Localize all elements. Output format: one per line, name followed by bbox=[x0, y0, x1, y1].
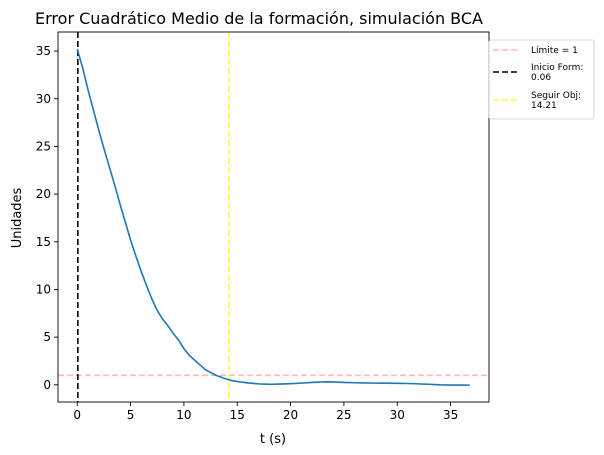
legend-label: Límite = 1 bbox=[531, 46, 578, 56]
x-tick-label: 30 bbox=[390, 408, 405, 422]
legend-label: Seguir Obj: 14.21 bbox=[531, 91, 581, 111]
axes: 0 5 10 15 20 25 30 35 0 5 10 15 20 25 30 35 bbox=[36, 31, 490, 422]
y-axis-label: Unidades bbox=[10, 187, 25, 248]
plot-area bbox=[58, 32, 489, 402]
series-line bbox=[76, 48, 470, 386]
y-tick-label: 15 bbox=[36, 235, 51, 249]
x-tick-label: 10 bbox=[176, 408, 191, 422]
axes-frame bbox=[57, 31, 490, 403]
x-tick-label: 20 bbox=[283, 408, 298, 422]
x-tick-label: 0 bbox=[73, 408, 81, 422]
y-tick-label: 30 bbox=[36, 92, 51, 106]
y-tick-label: 5 bbox=[43, 330, 51, 344]
x-tick-label: 5 bbox=[127, 408, 135, 422]
y-tick-label: 35 bbox=[36, 44, 51, 58]
x-axis-label: t (s) bbox=[260, 432, 286, 447]
y-tick-label: 20 bbox=[36, 187, 51, 201]
x-tick-label: 35 bbox=[443, 408, 458, 422]
y-tick-label: 10 bbox=[36, 282, 51, 296]
chart-title: Error Cuadrático Medio de la formación, … bbox=[35, 9, 483, 28]
x-tick-label: 25 bbox=[336, 408, 351, 422]
legend: Límite = 1 Inicio Form: 0.06 Seguir Obj: 14.… bbox=[488, 39, 595, 120]
x-tick-label: 15 bbox=[230, 408, 245, 422]
y-tick-label: 0 bbox=[43, 378, 51, 392]
legend-label: Inicio Form: 0.06 bbox=[531, 63, 583, 83]
y-tick-label: 25 bbox=[36, 139, 51, 153]
